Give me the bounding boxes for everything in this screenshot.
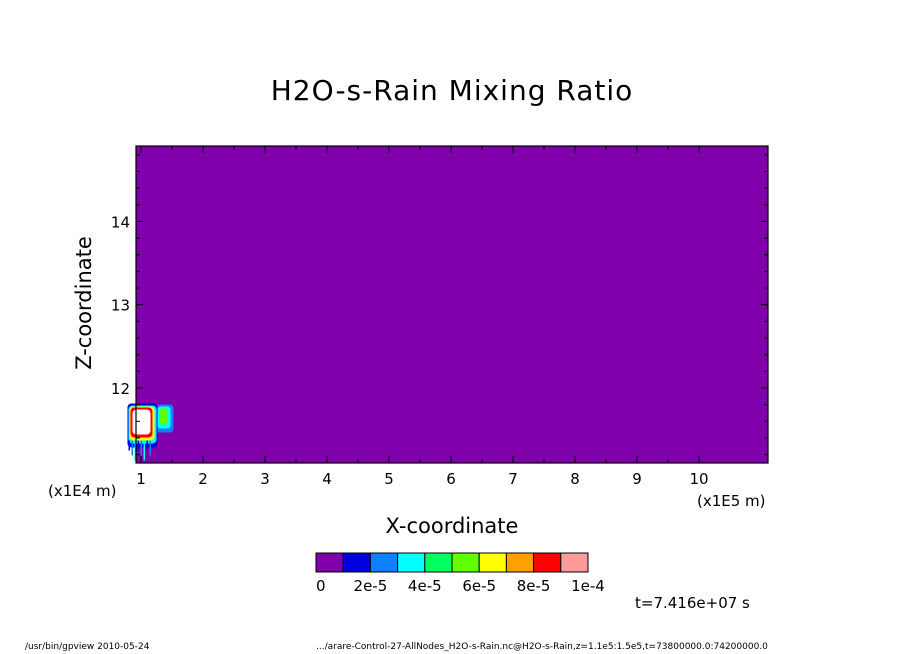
y-tick-label: 14	[111, 213, 130, 231]
rain-streak	[131, 440, 133, 456]
y-tick-label: 13	[111, 297, 130, 315]
y-scale-label: (x1E4 m)	[48, 482, 117, 500]
chart-title: H2O-s-Rain Mixing Ratio	[270, 74, 634, 107]
time-label: t=7.416e+07 s	[635, 594, 750, 612]
x-axis-label: X-coordinate	[385, 514, 519, 538]
colorbar-segment	[397, 552, 426, 573]
colorbar-label: 4e-5	[408, 577, 442, 595]
colorbar-segment	[533, 552, 562, 573]
colorbar-label: 6e-5	[462, 577, 496, 595]
rain-streak	[149, 440, 151, 456]
x-tick-label: 8	[570, 470, 580, 488]
x-tick-label: 9	[632, 470, 642, 488]
footer-source: .../arare-Control-27-AllNodes_H2O-s-Rain…	[316, 642, 768, 652]
heatmap-background	[136, 146, 768, 463]
colorbar-segment	[505, 552, 535, 573]
x-scale-label: (x1E5 m)	[697, 492, 766, 510]
colorbar-label: 0	[316, 577, 326, 595]
x-tick-label: 5	[384, 470, 394, 488]
rain-core	[132, 409, 151, 435]
colorbar-segment	[451, 552, 480, 573]
colorbar: 0 2e-5 4e-5 6e-5 8e-5 1e-4	[315, 552, 605, 595]
colorbar-label: 8e-5	[517, 577, 551, 595]
colorbar-segment	[424, 552, 453, 573]
colorbar-segment	[342, 552, 371, 573]
y-tick-label: 12	[111, 380, 130, 398]
rain-streak	[140, 440, 142, 456]
colorbar-segment	[560, 552, 589, 573]
x-tick-label: 1	[136, 470, 146, 488]
rain-cell	[159, 408, 168, 425]
x-tick-label: 10	[689, 470, 708, 488]
rain-streak	[143, 440, 145, 461]
rain-streak	[128, 440, 130, 451]
colorbar-segment	[369, 552, 399, 573]
rain-streak	[137, 440, 139, 451]
y-axis-label: Z-coordinate	[72, 236, 96, 370]
colorbar-label: 1e-4	[571, 577, 605, 595]
rain-streak	[134, 440, 136, 461]
x-tick-label: 6	[446, 470, 456, 488]
colorbar-segment	[315, 552, 344, 573]
x-tick-label: 3	[260, 470, 270, 488]
plot-area	[127, 145, 769, 464]
x-tick-label: 2	[198, 470, 208, 488]
colorbar-label: 2e-5	[354, 577, 388, 595]
colorbar-segment	[478, 552, 507, 573]
rain-streak	[146, 440, 148, 451]
x-tick-label: 4	[322, 470, 332, 488]
x-tick-label: 7	[508, 470, 518, 488]
footer-command: /usr/bin/gpview 2010-05-24	[25, 642, 150, 652]
